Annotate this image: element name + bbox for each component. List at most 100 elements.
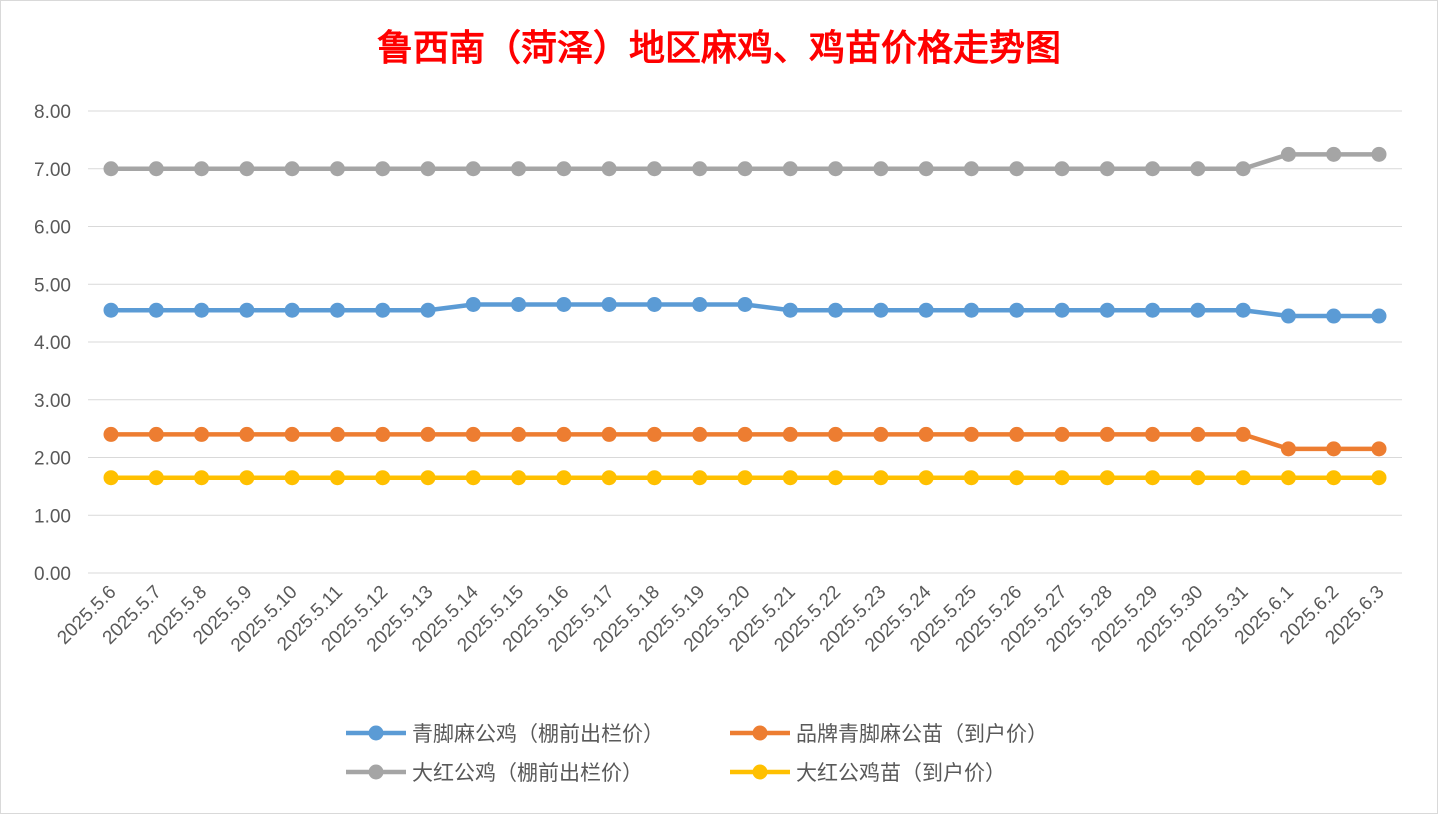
data-point <box>601 470 617 486</box>
data-point <box>828 470 844 486</box>
data-point <box>601 296 617 312</box>
data-point <box>873 161 889 177</box>
data-point <box>239 302 255 318</box>
data-point <box>103 302 119 318</box>
legend-label: 品牌青脚麻公苗（到户价） <box>796 722 1048 746</box>
data-point <box>194 470 210 486</box>
data-point <box>1326 441 1342 457</box>
data-point <box>782 161 798 177</box>
data-point <box>963 470 979 486</box>
data-point <box>420 161 436 177</box>
data-point <box>828 161 844 177</box>
data-point <box>329 470 345 486</box>
legend-item: 大红公鸡苗（到户价） <box>730 761 1006 785</box>
data-point <box>1009 426 1025 442</box>
data-point <box>420 470 436 486</box>
data-point <box>375 161 391 177</box>
series-2 <box>103 426 1387 457</box>
data-point <box>1280 308 1296 324</box>
data-point <box>646 426 662 442</box>
data-point <box>1099 470 1115 486</box>
data-point <box>194 302 210 318</box>
data-point <box>194 161 210 177</box>
data-point <box>1190 470 1206 486</box>
series-lines <box>103 146 1387 486</box>
data-point <box>465 161 481 177</box>
data-point <box>646 296 662 312</box>
data-point <box>511 426 527 442</box>
chart-title: 鲁西南（菏泽）地区麻鸡、鸡苗价格走势图 <box>377 27 1061 69</box>
data-point <box>1099 302 1115 318</box>
data-point <box>918 302 934 318</box>
series-3 <box>103 146 1387 177</box>
data-point <box>1371 146 1387 162</box>
legend-item: 大红公鸡（棚前出栏价） <box>346 761 643 785</box>
legend-item: 品牌青脚麻公苗（到户价） <box>730 722 1048 746</box>
data-point <box>737 296 753 312</box>
data-point <box>1280 470 1296 486</box>
data-point <box>1235 302 1251 318</box>
data-point <box>737 470 753 486</box>
data-point <box>692 161 708 177</box>
data-point <box>465 426 481 442</box>
data-point <box>782 470 798 486</box>
data-point <box>239 426 255 442</box>
y-tick-label: 1.00 <box>34 506 71 527</box>
data-point <box>239 161 255 177</box>
data-point <box>963 302 979 318</box>
legend-label: 大红公鸡苗（到户价） <box>796 761 1006 785</box>
gridlines <box>88 110 1402 574</box>
data-point <box>1235 470 1251 486</box>
y-axis-ticks: 0.00 1.00 2.00 3.00 4.00 5.00 6.00 7.00 8.00 <box>34 102 71 585</box>
legend-marker <box>752 725 768 741</box>
data-point <box>918 161 934 177</box>
data-point <box>148 470 164 486</box>
data-point <box>511 296 527 312</box>
data-point <box>420 302 436 318</box>
legend-marker <box>752 764 768 780</box>
data-point <box>148 302 164 318</box>
data-point <box>194 426 210 442</box>
data-point <box>1145 302 1161 318</box>
data-point <box>556 296 572 312</box>
data-point <box>556 426 572 442</box>
data-point <box>375 426 391 442</box>
data-point <box>556 161 572 177</box>
data-point <box>465 296 481 312</box>
data-point <box>918 470 934 486</box>
data-point <box>284 426 300 442</box>
data-point <box>873 302 889 318</box>
data-point <box>1009 470 1025 486</box>
data-point <box>1054 470 1070 486</box>
legend-label: 青脚麻公鸡（棚前出栏价） <box>412 722 664 746</box>
y-tick-label: 3.00 <box>34 391 71 412</box>
data-point <box>1190 426 1206 442</box>
data-point <box>828 302 844 318</box>
data-point <box>692 426 708 442</box>
data-point <box>1326 470 1342 486</box>
data-point <box>1145 161 1161 177</box>
data-point <box>601 161 617 177</box>
data-point <box>1009 161 1025 177</box>
data-point <box>103 470 119 486</box>
y-tick-label: 4.00 <box>34 333 71 354</box>
data-point <box>329 302 345 318</box>
y-tick-label: 7.00 <box>34 160 71 181</box>
data-point <box>284 470 300 486</box>
data-point <box>239 470 255 486</box>
data-point <box>1235 426 1251 442</box>
data-point <box>103 426 119 442</box>
data-point <box>873 470 889 486</box>
data-point <box>1326 146 1342 162</box>
y-tick-label: 2.00 <box>34 449 71 470</box>
data-point <box>1099 426 1115 442</box>
data-point <box>375 302 391 318</box>
legend-marker <box>368 725 384 741</box>
data-point <box>103 161 119 177</box>
data-point <box>1190 161 1206 177</box>
data-point <box>1099 161 1115 177</box>
data-point <box>1280 146 1296 162</box>
